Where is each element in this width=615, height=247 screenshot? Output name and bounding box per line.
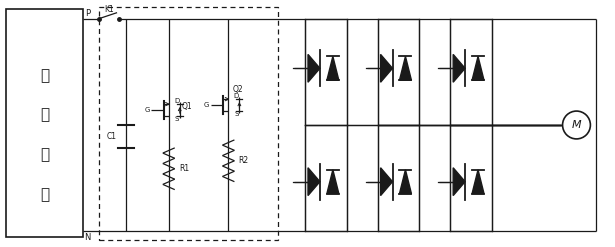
Text: 力: 力 <box>40 107 49 123</box>
Polygon shape <box>327 170 339 194</box>
Polygon shape <box>308 168 320 196</box>
Polygon shape <box>453 54 465 82</box>
Polygon shape <box>327 56 339 80</box>
Text: C1: C1 <box>107 132 117 141</box>
Text: Q2: Q2 <box>233 85 244 94</box>
Text: K1: K1 <box>105 5 114 14</box>
Polygon shape <box>400 56 411 80</box>
Text: S: S <box>234 111 239 117</box>
Text: R2: R2 <box>238 156 248 165</box>
Polygon shape <box>472 170 484 194</box>
Text: 电: 电 <box>40 147 49 162</box>
Text: S: S <box>175 116 179 122</box>
Text: P: P <box>85 9 90 18</box>
Text: 池: 池 <box>40 187 49 202</box>
Text: M: M <box>572 120 581 130</box>
Bar <box>99 7 278 240</box>
Text: R1: R1 <box>180 164 190 173</box>
Text: D: D <box>234 93 239 99</box>
Text: D: D <box>174 98 180 104</box>
Polygon shape <box>308 54 320 82</box>
Text: G: G <box>145 107 149 113</box>
Polygon shape <box>472 56 484 80</box>
Polygon shape <box>381 54 392 82</box>
Text: 动: 动 <box>40 68 49 83</box>
Polygon shape <box>453 168 465 196</box>
Polygon shape <box>400 170 411 194</box>
Text: G: G <box>204 102 209 108</box>
Bar <box>6 9 83 237</box>
Text: N: N <box>84 233 90 242</box>
Text: Q1: Q1 <box>181 102 192 111</box>
Polygon shape <box>381 168 392 196</box>
